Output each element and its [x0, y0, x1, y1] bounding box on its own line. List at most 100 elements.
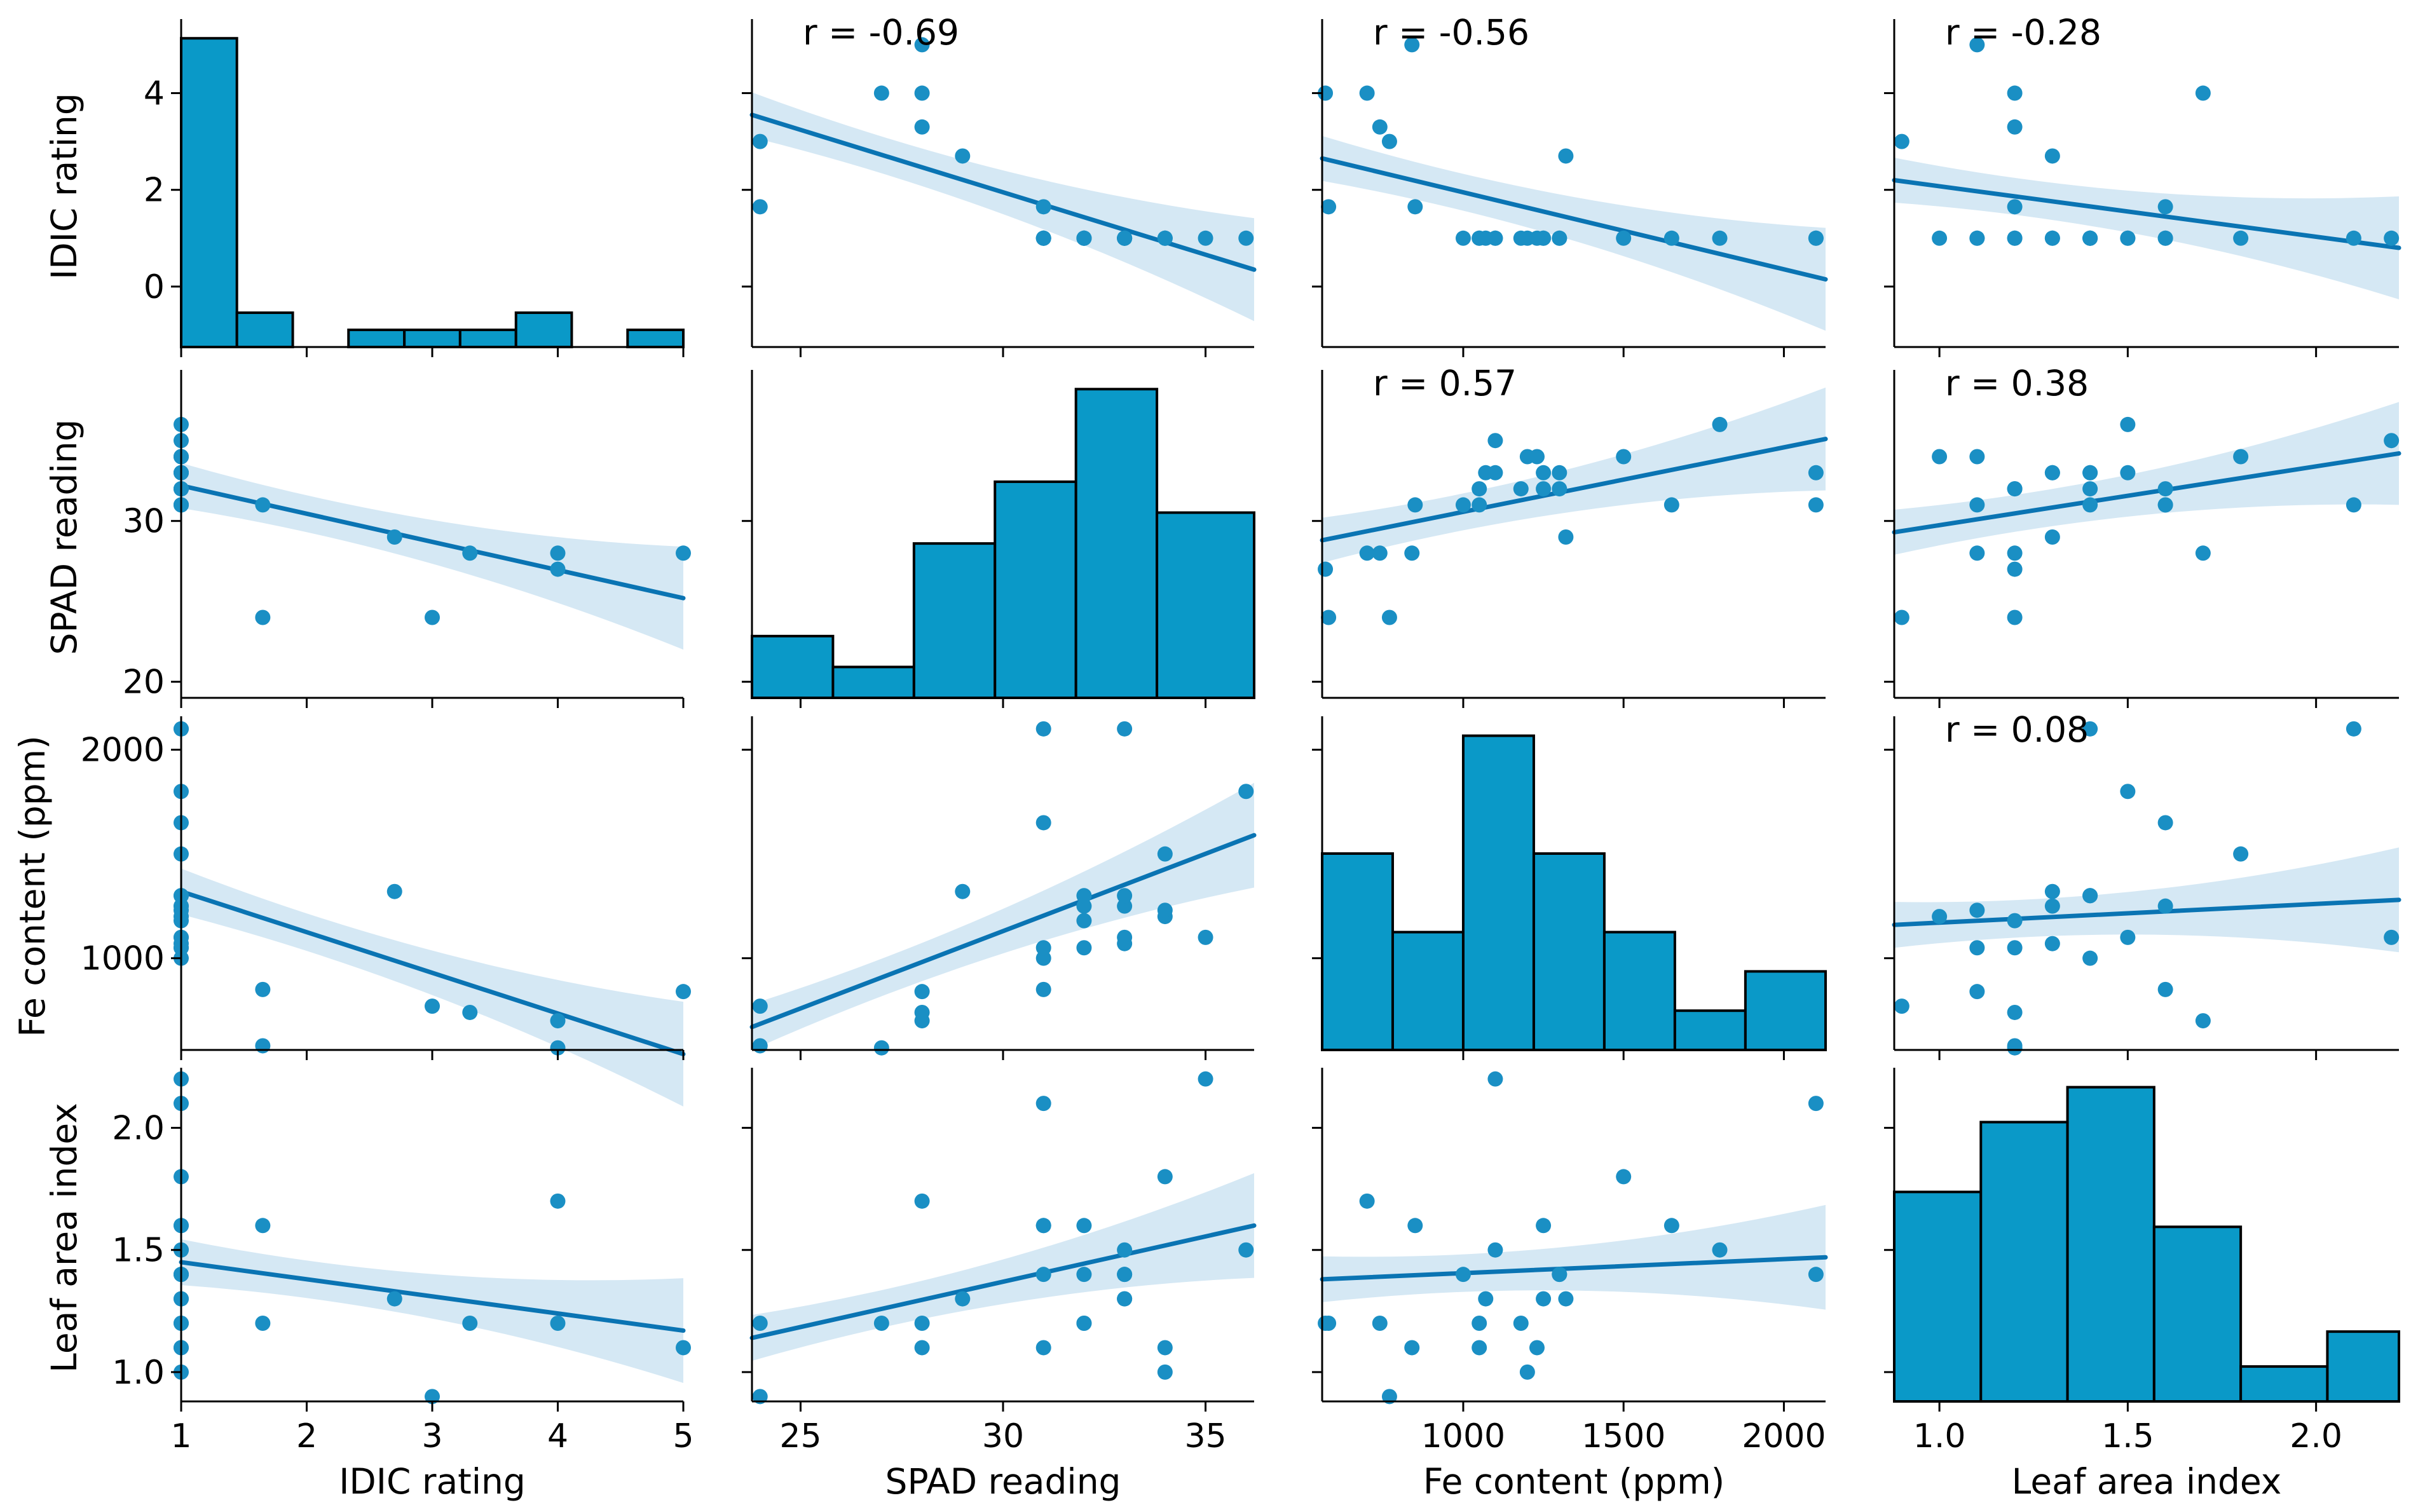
histogram-bar [2066, 1086, 2155, 1403]
scatter-point [1076, 913, 1092, 929]
scatter-point [550, 545, 566, 561]
x-tick-label: 3 [421, 1417, 442, 1455]
scatter-point [462, 545, 478, 561]
scatter-point [1663, 497, 1679, 513]
histogram-bar [1893, 1190, 1983, 1403]
scatter-point [1076, 940, 1092, 956]
scatter-point [1076, 1218, 1092, 1234]
scatter-point [2233, 449, 2249, 465]
scatter-point [1117, 888, 1133, 904]
histogram-bar [2152, 1225, 2243, 1403]
scatter-point [1035, 721, 1051, 737]
y-axis-title: Fe content (ppm) [12, 735, 53, 1037]
scatter-point [914, 85, 930, 101]
panel-r1-c1 [742, 370, 1256, 708]
scatter-point [1969, 449, 1985, 465]
scatter-point [1407, 497, 1423, 513]
scatter-point [255, 1316, 271, 1332]
correlation-label: r = 0.08 [1945, 709, 2089, 750]
scatter-point [1035, 981, 1051, 997]
histogram-bar [751, 634, 835, 700]
histogram-bar [1156, 511, 1256, 699]
scatter-point [1894, 998, 1909, 1014]
scatter-point [1321, 610, 1337, 625]
scatter-point [1117, 1242, 1133, 1258]
scatter-point [1035, 815, 1051, 831]
histogram-bar [514, 311, 573, 349]
scatter-point [1359, 85, 1375, 101]
scatter-point [550, 1193, 566, 1209]
scatter-point [1663, 1218, 1679, 1234]
x-tick-label: 25 [779, 1417, 821, 1455]
scatter-point [1558, 148, 1574, 164]
scatter-point [1808, 1096, 1824, 1112]
scatter-point [1932, 449, 1948, 465]
x-axis-title: IDIC rating [339, 1461, 526, 1502]
scatter-point [2082, 465, 2098, 480]
scatter-point [1198, 1071, 1213, 1087]
scatter-point [2082, 721, 2098, 737]
scatter-point [2007, 481, 2023, 497]
scatter-point [1372, 1316, 1388, 1332]
scatter-point [2157, 815, 2173, 831]
scatter-point [1381, 133, 1397, 149]
scatter-point [1404, 37, 1420, 53]
scatter-point [2195, 1013, 2211, 1029]
scatter-point [2120, 230, 2136, 246]
scatter-point [1372, 545, 1388, 561]
scatter-point [2007, 610, 2023, 625]
confidence-band [752, 782, 1254, 1050]
correlation-label: r = 0.38 [1945, 363, 2089, 404]
scatter-point [425, 998, 440, 1014]
scatter-point [1035, 1340, 1051, 1356]
y-tick-label: 1.5 [112, 1232, 165, 1270]
scatter-point [1035, 940, 1051, 956]
y-tick-label: 20 [123, 664, 165, 702]
scatter-point [2044, 230, 2060, 246]
scatter-point [1513, 481, 1529, 497]
scatter-point [2007, 545, 2023, 561]
scatter-point [676, 984, 691, 1000]
scatter-point [1536, 1218, 1552, 1234]
scatter-point [1969, 37, 1985, 53]
confidence-band [181, 1239, 683, 1383]
scatter-point [2082, 481, 2098, 497]
scatter-point [1117, 1267, 1133, 1283]
y-axis-title: Leaf area index [44, 1103, 85, 1373]
scatter-point [2195, 545, 2211, 561]
scatter-point [1372, 119, 1388, 135]
regression-line [1320, 156, 1828, 282]
scatter-point [2384, 433, 2400, 449]
scatter-point [914, 119, 930, 135]
scatter-point [1808, 465, 1824, 480]
scatter-point [1076, 898, 1092, 914]
scatter-point [873, 85, 889, 101]
regression-line [749, 112, 1257, 272]
scatter-point [1616, 1169, 1632, 1185]
scatter-point [2007, 940, 2023, 956]
scatter-point [1616, 449, 1632, 465]
scatter-point [752, 1389, 768, 1405]
scatter-point [1035, 1096, 1051, 1112]
confidence-band [752, 1173, 1254, 1361]
scatter-point [1238, 784, 1254, 800]
confidence-band [1322, 1204, 1826, 1310]
scatter-point [1198, 929, 1213, 945]
scatter-point [873, 1316, 889, 1332]
scatter-point [1407, 199, 1423, 215]
histogram-bar [458, 329, 517, 348]
scatter-point [1381, 1389, 1397, 1405]
scatter-point [1558, 1291, 1574, 1307]
confidence-band [1322, 135, 1826, 331]
x-tick-label: 2 [296, 1417, 317, 1455]
scatter-point [752, 133, 768, 149]
scatter-point [550, 561, 566, 577]
scatter-point [1157, 1364, 1173, 1380]
x-tick-label: 4 [547, 1417, 568, 1455]
scatter-point [1894, 133, 1909, 149]
scatter-point [1076, 1316, 1092, 1332]
x-tick-label: 1 [170, 1417, 191, 1455]
y-tick-label: 1000 [81, 940, 165, 978]
panel-r0-c2: r = -0.56 [1312, 12, 1828, 357]
scatter-point [2007, 1004, 2023, 1020]
